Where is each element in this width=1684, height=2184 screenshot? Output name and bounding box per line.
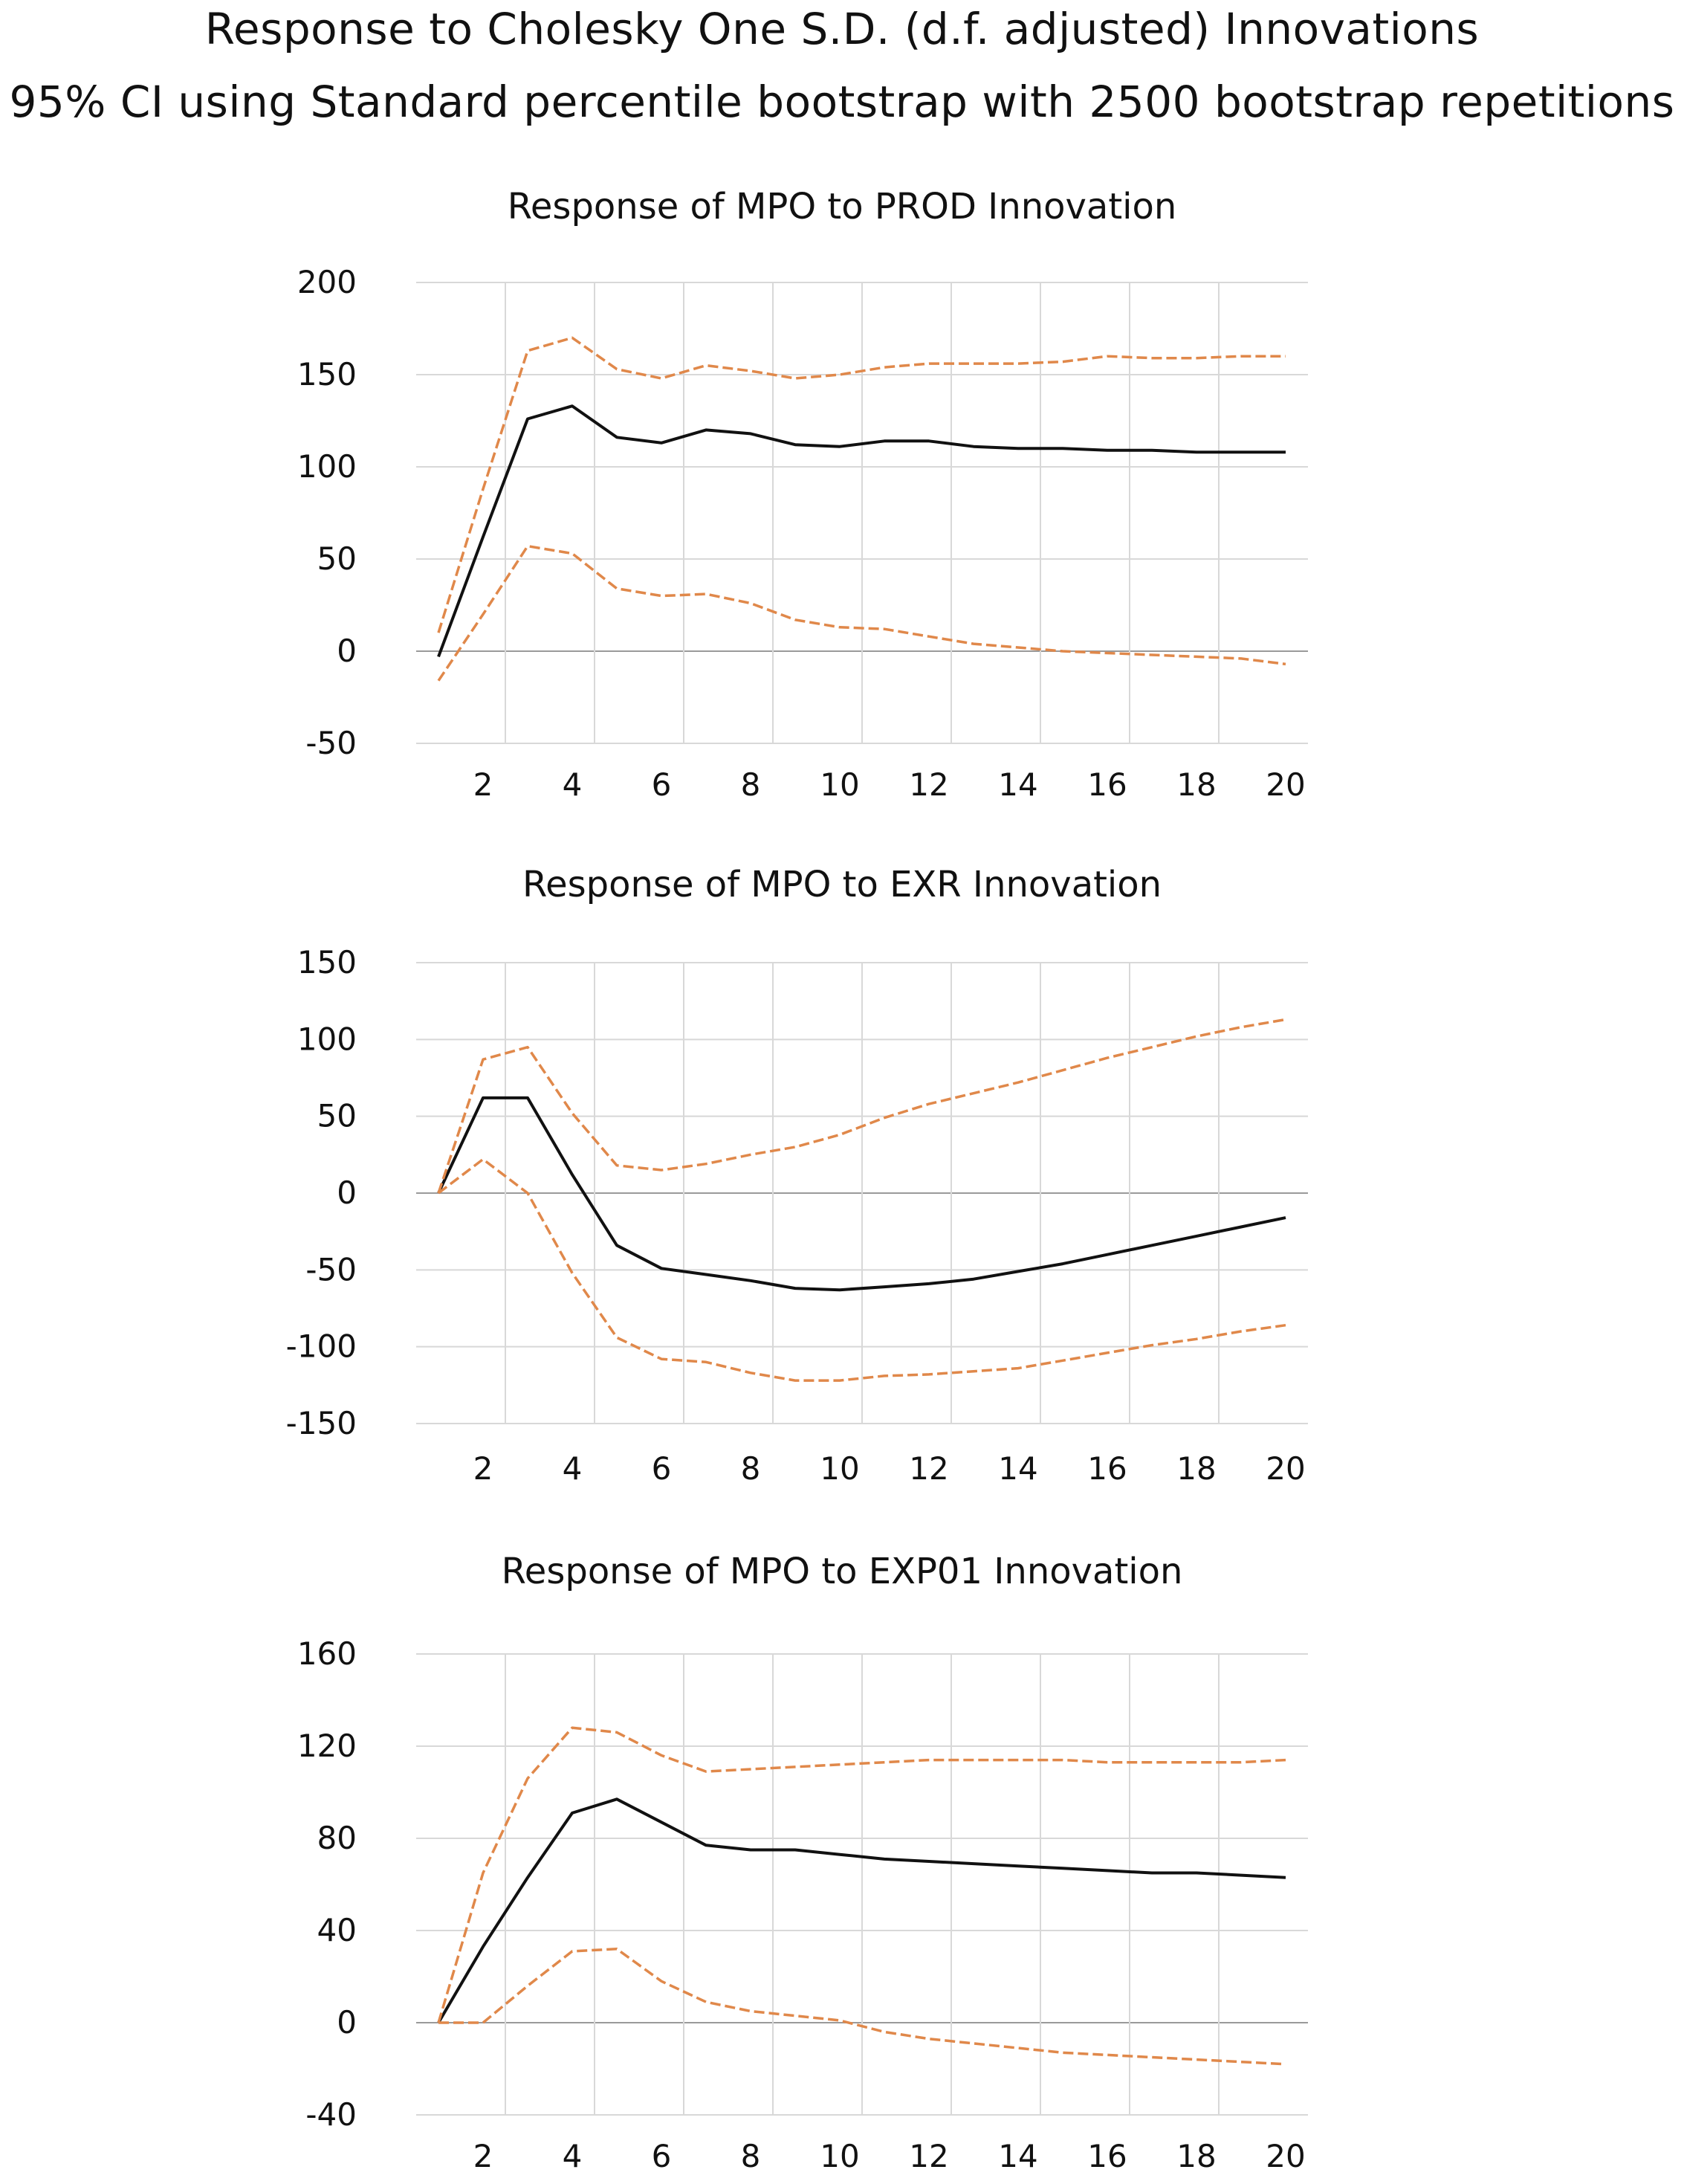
figure-subtitle: 95% CI using Standard percentile bootstr… bbox=[9, 77, 1675, 127]
figure-title: Response to Cholesky One S.D. (d.f. adju… bbox=[204, 4, 1480, 54]
x-tick-label: 4 bbox=[563, 2138, 583, 2174]
chart-prod: Response of MPO to PROD Innovation -50 0 50… bbox=[297, 186, 1308, 803]
x-tick-label: 6 bbox=[652, 1450, 672, 1487]
response-line bbox=[437, 404, 1286, 658]
y-tick-label: 40 bbox=[317, 1912, 357, 1948]
y-tick-label: -150 bbox=[286, 1405, 357, 1441]
y-tick-label: -40 bbox=[305, 2096, 357, 2133]
x-tick-label: 14 bbox=[998, 766, 1037, 803]
ci-upper-line bbox=[437, 1726, 1286, 2023]
x-tick-label: 20 bbox=[1266, 2138, 1305, 2174]
ci-lower-line bbox=[437, 544, 1286, 682]
x-tick-label: 18 bbox=[1176, 1450, 1216, 1487]
ci-upper-line bbox=[437, 336, 1286, 633]
y-tick-label: -100 bbox=[286, 1328, 357, 1365]
y-tick-label: 50 bbox=[317, 1098, 357, 1134]
y-tick-label: -50 bbox=[305, 725, 357, 761]
x-tick-label: 4 bbox=[563, 1450, 583, 1487]
y-tick-label: 200 bbox=[297, 264, 357, 300]
y-tick-label: 80 bbox=[317, 1820, 357, 1856]
chart-title: Response of MPO to EXP01 Innovation bbox=[502, 1551, 1183, 1592]
x-tick-label: 10 bbox=[820, 1450, 859, 1487]
ci-lower-line bbox=[438, 1948, 1286, 2066]
ci-lower-line bbox=[437, 1157, 1286, 1382]
x-tick-label: 8 bbox=[741, 1450, 761, 1487]
y-tick-label: 50 bbox=[317, 540, 357, 577]
chart-exp01: Response of MPO to EXP01 Innovation -40 0 4… bbox=[297, 1551, 1308, 2174]
x-tick-label: 6 bbox=[652, 2138, 672, 2174]
chart-title: Response of MPO to EXR Innovation bbox=[522, 864, 1162, 905]
x-tick-label: 10 bbox=[820, 766, 859, 803]
x-tick-label: 16 bbox=[1087, 2138, 1127, 2174]
y-tick-label: 100 bbox=[297, 448, 357, 485]
x-tick-label: 16 bbox=[1087, 1450, 1127, 1487]
x-tick-label: 6 bbox=[652, 766, 672, 803]
y-tick-label: 150 bbox=[297, 356, 357, 392]
y-tick-label: 160 bbox=[297, 1635, 357, 1672]
x-tick-label: 12 bbox=[909, 1450, 948, 1487]
y-tick-label: 0 bbox=[337, 1175, 357, 1211]
x-tick-label: 16 bbox=[1087, 766, 1127, 803]
chart-title: Response of MPO to PROD Innovation bbox=[508, 186, 1177, 227]
x-tick-label: 8 bbox=[741, 766, 761, 803]
x-tick-label: 14 bbox=[998, 1450, 1037, 1487]
response-line bbox=[437, 1797, 1286, 2024]
x-tick-label: 2 bbox=[473, 1450, 493, 1487]
y-tick-label: 100 bbox=[297, 1021, 357, 1057]
x-tick-label: 14 bbox=[998, 2138, 1037, 2174]
y-tick-label: 0 bbox=[337, 2004, 357, 2041]
ci-upper-line bbox=[437, 1018, 1286, 1194]
x-tick-label: 2 bbox=[473, 2138, 493, 2174]
x-tick-label: 4 bbox=[563, 766, 583, 803]
y-tick-label: 150 bbox=[297, 944, 357, 980]
y-tick-label: -50 bbox=[305, 1251, 357, 1288]
x-tick-label: 20 bbox=[1266, 1450, 1305, 1487]
x-tick-label: 20 bbox=[1266, 766, 1305, 803]
x-tick-label: 12 bbox=[909, 2138, 948, 2174]
y-tick-label: 120 bbox=[297, 1728, 357, 1764]
x-tick-label: 8 bbox=[741, 2138, 761, 2174]
x-tick-label: 10 bbox=[820, 2138, 859, 2174]
y-tick-label: 0 bbox=[337, 633, 357, 669]
chart-exr: Response of MPO to EXR Innovation -150 -10… bbox=[286, 864, 1308, 1487]
x-tick-label: 18 bbox=[1176, 766, 1216, 803]
response-line bbox=[437, 1096, 1286, 1292]
x-tick-label: 12 bbox=[909, 766, 948, 803]
x-tick-label: 2 bbox=[473, 766, 493, 803]
x-tick-label: 18 bbox=[1176, 2138, 1216, 2174]
